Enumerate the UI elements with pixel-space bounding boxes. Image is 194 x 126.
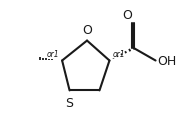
Text: O: O: [82, 24, 92, 37]
Text: or1: or1: [113, 50, 125, 59]
Text: or1: or1: [46, 50, 59, 59]
Text: OH: OH: [157, 55, 176, 68]
Text: O: O: [122, 9, 132, 22]
Text: S: S: [65, 97, 73, 110]
